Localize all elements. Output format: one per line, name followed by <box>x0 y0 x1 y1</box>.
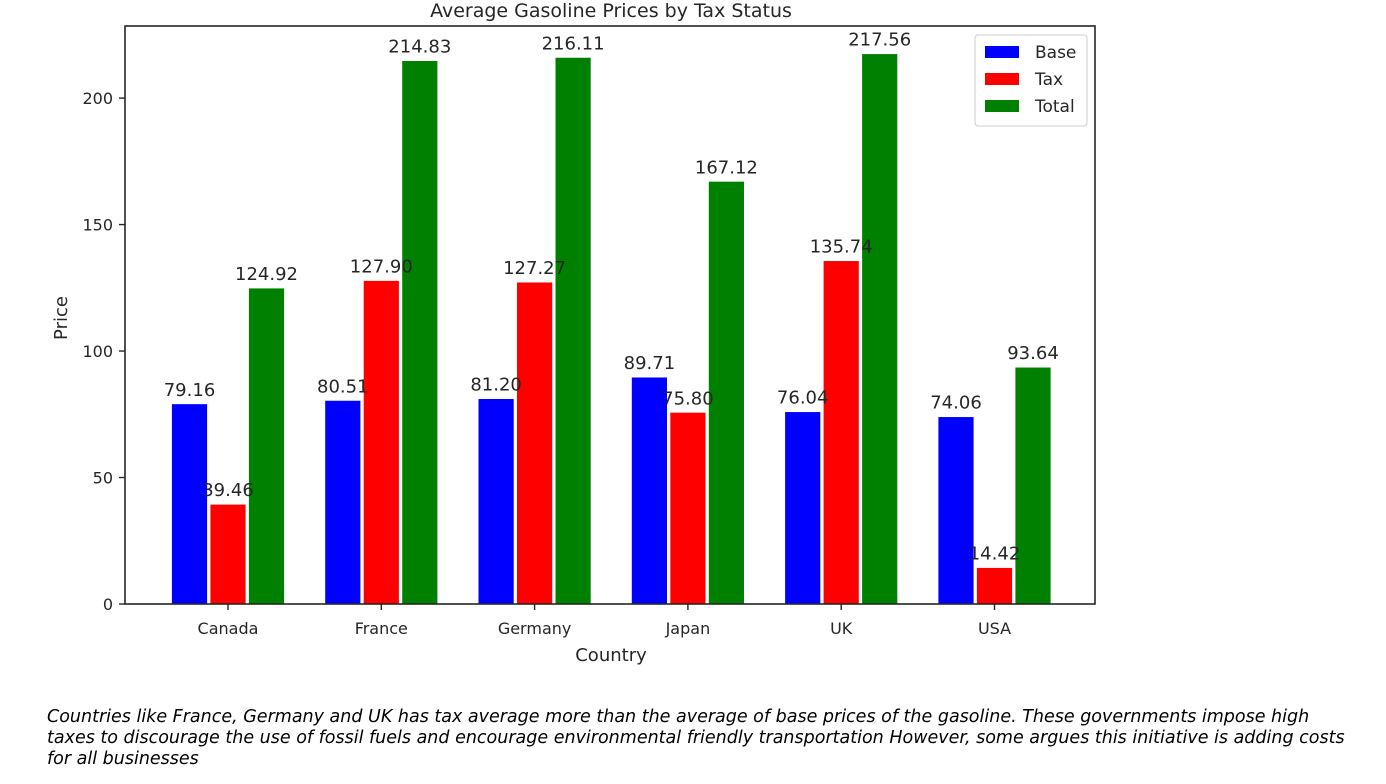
bar-tax-japan <box>669 411 707 605</box>
x-tick-label: Japan <box>665 619 711 638</box>
bar-tax-canada <box>209 503 247 605</box>
data-label-total-uk: 217.56 <box>848 30 911 51</box>
bar-total-uk <box>861 53 899 605</box>
chart-title: Average Gasoline Prices by Tax Status <box>430 0 792 22</box>
y-axis: 0 50 100 150 200 <box>82 89 125 614</box>
bar-base-canada <box>171 403 208 605</box>
bar-base-france <box>324 399 362 605</box>
y-tick-label: 200 <box>82 89 113 108</box>
data-label-total-germany: 216.11 <box>542 33 605 54</box>
data-label-tax-japan: 75.80 <box>662 388 714 409</box>
y-tick-label: 50 <box>93 469 113 488</box>
legend-label-tax: Tax <box>1034 70 1063 90</box>
data-label-tax-canada: 39.46 <box>202 480 254 501</box>
x-tick-label: Germany <box>498 619 572 638</box>
legend-label-base: Base <box>1035 43 1076 63</box>
bar-labels-group: 79.16 39.46 124.92 80.51 127.90 214.83 81.20 12… <box>164 30 1059 565</box>
x-tick-label: Canada <box>198 619 259 638</box>
y-tick-label: 100 <box>82 342 113 361</box>
bar-tax-germany <box>516 281 553 605</box>
chart-area: Average Gasoline Prices by Tax Status 79… <box>51 0 1096 666</box>
bar-total-canada <box>248 287 285 605</box>
data-label-tax-germany: 127.27 <box>503 258 566 279</box>
data-label-base-usa: 74.06 <box>930 393 982 414</box>
bar-chart: Average Gasoline Prices by Tax Status 79… <box>51 0 1096 666</box>
bar-base-usa <box>937 416 975 605</box>
legend-swatch-base <box>985 46 1019 58</box>
data-label-total-canada: 124.92 <box>235 264 298 285</box>
bar-total-france <box>401 60 439 605</box>
legend: Base Tax Total <box>974 34 1088 127</box>
bar-total-japan <box>708 180 745 605</box>
y-tick-label: 0 <box>103 595 113 614</box>
data-label-base-japan: 89.71 <box>624 353 676 374</box>
bars-group <box>171 53 1052 605</box>
data-label-base-france: 80.51 <box>317 376 369 397</box>
data-label-tax-uk: 135.74 <box>810 237 873 258</box>
legend-label-total: Total <box>1034 97 1075 117</box>
legend-swatch-total <box>985 100 1019 112</box>
bar-total-germany <box>554 56 592 605</box>
data-label-total-usa: 93.64 <box>1007 343 1059 364</box>
bar-base-uk <box>784 411 822 605</box>
plot-frame <box>124 25 1096 605</box>
data-label-base-germany: 81.20 <box>470 375 522 396</box>
x-tick-label: France <box>355 619 408 638</box>
x-axis-label: Country <box>575 645 647 666</box>
bar-tax-uk <box>822 260 860 605</box>
bar-base-germany <box>477 398 515 605</box>
legend-swatch-tax <box>985 73 1019 85</box>
bar-tax-france <box>362 280 400 605</box>
bar-tax-usa <box>976 567 1013 605</box>
data-label-tax-usa: 14.42 <box>969 544 1021 565</box>
x-tick-label: UK <box>830 619 853 638</box>
data-label-base-uk: 76.04 <box>777 388 829 409</box>
data-label-base-canada: 79.16 <box>164 380 216 401</box>
x-tick-label: USA <box>978 619 1011 638</box>
bar-base-japan <box>631 376 668 605</box>
data-label-total-japan: 167.12 <box>695 157 758 178</box>
data-label-total-france: 214.83 <box>388 37 451 58</box>
chart-caption: Countries like France, Germany and UK ha… <box>47 707 1345 769</box>
x-axis: Canada France Germany Japan UK USA <box>198 604 1011 638</box>
bar-total-usa <box>1014 366 1052 605</box>
y-tick-label: 150 <box>82 216 113 235</box>
y-axis-label: Price <box>51 296 72 340</box>
data-label-tax-france: 127.90 <box>350 256 413 277</box>
